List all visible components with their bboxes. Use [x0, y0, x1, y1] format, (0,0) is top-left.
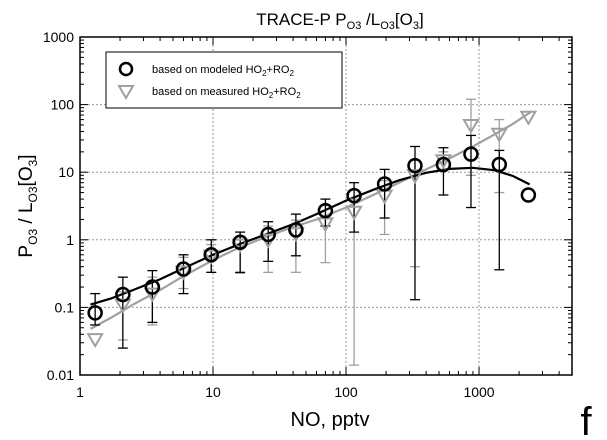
marker-modeled: [115, 286, 131, 303]
x-tick-label: 1000: [463, 384, 494, 400]
marker-modeled: [144, 279, 161, 295]
y-tick-label: 0.1: [55, 299, 75, 315]
y-tick-label: 10: [58, 164, 74, 180]
marker-measured: [519, 110, 538, 126]
y-tick-label: 0.01: [47, 367, 74, 383]
marker-measured: [231, 238, 249, 254]
chart-title: TRACE-P PO3 /LO3[O3]: [256, 10, 423, 32]
marker-modeled: [463, 146, 479, 162]
data-markers: [86, 110, 538, 349]
marker-measured: [406, 169, 424, 185]
marker-modeled: [203, 247, 220, 263]
marker-modeled: [376, 176, 393, 192]
fit-curve-measured: [89, 110, 533, 330]
fit-curves: [89, 110, 533, 330]
marker-measured: [462, 118, 480, 134]
marker-measured: [202, 249, 220, 265]
marker-measured: [345, 205, 363, 221]
x-tick-label: 100: [334, 384, 358, 400]
marker-modeled: [232, 234, 248, 250]
marker-modeled: [260, 226, 276, 243]
marker-measured: [174, 265, 193, 281]
marker-modeled: [87, 305, 103, 321]
x-tick-label: 10: [205, 384, 221, 400]
marker-modeled: [520, 187, 537, 203]
marker-measured: [86, 333, 104, 349]
axis-ticks: [79, 36, 573, 376]
marker-measured: [434, 154, 453, 170]
y-tick-label: 1: [66, 232, 74, 248]
marker-measured: [143, 287, 162, 303]
legend-marker-measured: [117, 85, 135, 100]
marker-modeled: [491, 156, 508, 173]
marker-modeled: [407, 157, 423, 174]
y-axis-label: PO3 / LO3[O3]: [16, 154, 40, 257]
error-bars: [90, 98, 505, 366]
panel-label: f: [580, 400, 592, 440]
legend-marker-modeled: [118, 61, 134, 77]
marker-measured: [490, 127, 509, 143]
legend: based on modeled HO2+RO2 based on measur…: [105, 51, 343, 109]
marker-modeled: [288, 222, 304, 238]
marker-modeled: [175, 261, 192, 277]
x-axis-label: NO, pptv: [291, 409, 370, 431]
y-tick-label: 1000: [43, 29, 74, 45]
marker-modeled: [346, 187, 362, 204]
marker-measured: [114, 298, 132, 314]
legend-label-modeled: based on modeled HO2+RO2: [152, 64, 294, 78]
legend-label-measured: based on measured HO2+RO2: [152, 86, 301, 100]
legend-box: [105, 51, 343, 109]
marker-modeled: [317, 202, 334, 219]
y-tick-label: 100: [51, 97, 75, 113]
fit-curve-modeled: [90, 166, 531, 306]
plot-frame: [79, 36, 573, 376]
marker-modeled: [435, 156, 452, 173]
axis-tick-labels: 1 10 100 1000 0.01 0.1 1 10 100 1000: [43, 29, 495, 400]
x-tick-label: 1: [76, 384, 84, 400]
